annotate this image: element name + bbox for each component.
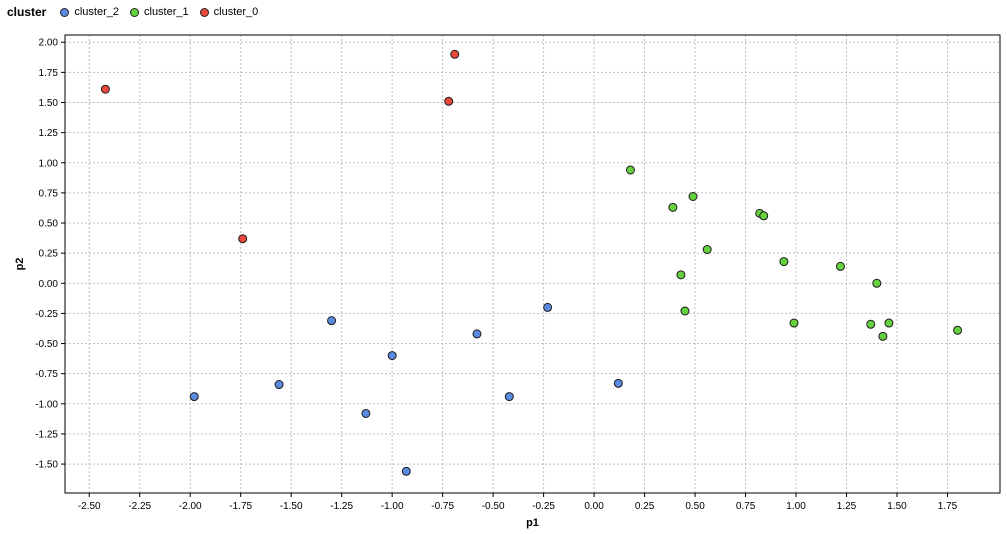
data-point-cluster_2 bbox=[613, 378, 623, 388]
legend: cluster cluster_2 cluster_1 cluster_0 bbox=[7, 3, 269, 21]
data-point-cluster_1 bbox=[953, 325, 963, 335]
y-tick-label: -0.25 bbox=[35, 309, 58, 320]
x-tick-label: -2.00 bbox=[179, 501, 202, 512]
y-tick-label: 2.00 bbox=[39, 38, 59, 49]
x-tick-label: 1.25 bbox=[837, 501, 857, 512]
x-tick-label: 0.50 bbox=[685, 501, 705, 512]
x-tick-label: -2.50 bbox=[78, 501, 101, 512]
x-tick-label: -1.50 bbox=[280, 501, 303, 512]
legend-marker-cluster-2 bbox=[60, 7, 70, 17]
legend-item-cluster-1: cluster_1 bbox=[130, 6, 189, 18]
x-tick-label: -1.00 bbox=[381, 501, 404, 512]
legend-item-cluster-0: cluster_0 bbox=[199, 6, 259, 18]
series-cluster_2 bbox=[189, 302, 623, 476]
y-tick-label: 1.50 bbox=[39, 98, 59, 109]
data-point-cluster_1 bbox=[789, 318, 799, 328]
y-tick-label: 0.00 bbox=[39, 279, 59, 290]
data-point-cluster_0 bbox=[450, 49, 460, 59]
legend-marker-cluster-1 bbox=[130, 7, 139, 17]
plot-frame bbox=[64, 34, 1001, 494]
y-tick-label: -0.50 bbox=[35, 339, 58, 350]
x-tick-label: 0.00 bbox=[584, 501, 604, 512]
x-axis-label: p1 bbox=[526, 517, 539, 529]
y-tick-label: 1.75 bbox=[39, 68, 59, 79]
series-cluster_0 bbox=[100, 49, 460, 244]
data-point-cluster_1 bbox=[676, 270, 686, 280]
legend-marker-cluster-0 bbox=[199, 7, 209, 17]
data-point-cluster_1 bbox=[668, 202, 678, 212]
x-axis: -2.50 -2.25 -2.00 -1.75 -1.50 -1.25 -1.00 -0.75… bbox=[78, 493, 958, 512]
x-tick-label: -1.25 bbox=[330, 501, 353, 512]
data-point-cluster_1 bbox=[702, 245, 712, 255]
x-tick-label: 0.75 bbox=[736, 501, 756, 512]
legend-title: cluster bbox=[7, 5, 47, 19]
y-tick-label: -1.25 bbox=[35, 429, 58, 440]
x-tick-label: -0.25 bbox=[532, 501, 555, 512]
x-tick-label: -2.25 bbox=[128, 501, 151, 512]
x-tick-label: 1.50 bbox=[887, 501, 907, 512]
x-tick-label: -0.50 bbox=[482, 501, 505, 512]
series-cluster_1 bbox=[625, 165, 963, 341]
x-tick-label: -0.75 bbox=[431, 501, 454, 512]
data-point-cluster_1 bbox=[688, 192, 698, 202]
data-point-cluster_0 bbox=[100, 84, 110, 94]
data-point-cluster_2 bbox=[189, 392, 199, 402]
data-point-cluster_2 bbox=[361, 408, 371, 418]
data-point-cluster_2 bbox=[387, 351, 397, 361]
data-point-cluster_1 bbox=[625, 165, 635, 175]
data-point-cluster_2 bbox=[472, 329, 482, 339]
y-axis: 2.00 1.75 1.50 1.25 1.00 0.75 0.50 0.25 0.00 -0.2… bbox=[35, 38, 65, 471]
data-point-cluster_2 bbox=[327, 316, 337, 326]
data-point-cluster_2 bbox=[504, 392, 514, 402]
x-tick-label: 0.25 bbox=[635, 501, 655, 512]
data-point-cluster_1 bbox=[866, 319, 876, 329]
y-tick-label: 0.75 bbox=[39, 188, 59, 199]
data-point-cluster_0 bbox=[238, 234, 248, 244]
y-tick-label: -0.75 bbox=[35, 369, 58, 380]
data-point-cluster_2 bbox=[401, 466, 411, 476]
y-tick-label: 0.50 bbox=[39, 219, 59, 230]
data-point-cluster_2 bbox=[274, 380, 284, 390]
grid-lines bbox=[65, 35, 1000, 493]
data-point-cluster_1 bbox=[835, 261, 845, 271]
data-point-cluster_1 bbox=[779, 257, 789, 267]
data-point-cluster_1 bbox=[872, 278, 882, 288]
x-tick-label: -1.75 bbox=[229, 501, 252, 512]
legend-item-cluster-2: cluster_2 bbox=[60, 6, 119, 18]
data-points bbox=[100, 49, 963, 476]
y-tick-label: 1.25 bbox=[39, 128, 59, 139]
data-point-cluster_1 bbox=[884, 318, 894, 328]
data-point-cluster_1 bbox=[759, 211, 769, 221]
data-point-cluster_1 bbox=[878, 331, 888, 341]
legend-label-cluster-0: cluster_0 bbox=[213, 6, 259, 18]
y-axis-label: p2 bbox=[14, 258, 26, 271]
x-tick-label: 1.00 bbox=[786, 501, 806, 512]
legend-label-cluster-1: cluster_1 bbox=[144, 6, 189, 18]
data-point-cluster_1 bbox=[680, 306, 690, 316]
y-tick-label: 1.00 bbox=[39, 158, 59, 169]
y-tick-label: -1.00 bbox=[35, 399, 58, 410]
data-point-cluster_2 bbox=[543, 302, 553, 312]
y-tick-label: 0.25 bbox=[39, 249, 59, 260]
data-point-cluster_0 bbox=[444, 96, 454, 106]
y-tick-label: -1.50 bbox=[35, 460, 58, 471]
legend-label-cluster-2: cluster_2 bbox=[74, 6, 119, 18]
x-tick-label: 1.75 bbox=[938, 501, 958, 512]
